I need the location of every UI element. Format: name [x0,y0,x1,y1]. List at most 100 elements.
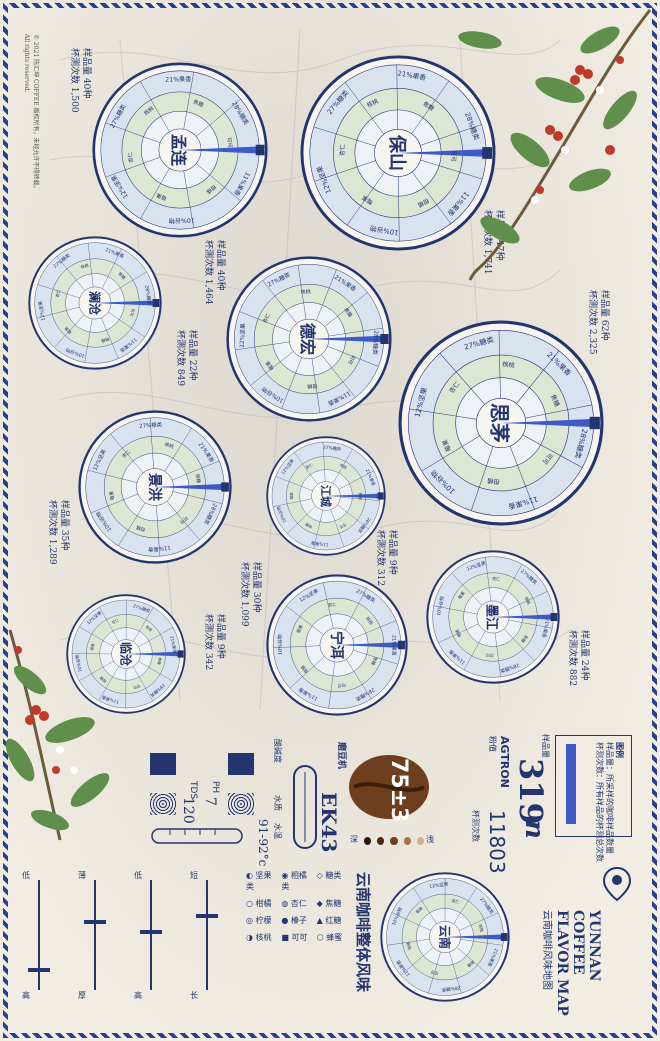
wheel-divider [525,404,592,419]
roast-panel: 75±3 深 浅 [344,742,434,850]
flavor-item: ● 榛子 [281,916,307,925]
brand-title-line: YUNNAN [586,910,602,982]
wheel-divider [118,502,146,546]
roast-scale [364,836,425,846]
wheel-divider [273,498,312,507]
wheel-token-label: 柑橘 [98,675,107,684]
wheel-token-label: 莓果 [415,906,424,915]
wheel-token-label: 莓果 [295,623,305,634]
wheel-token-label: 核桃 [145,624,154,633]
region-name: 江城 [319,485,332,507]
wheel-token-label: 核桃 [164,441,175,451]
wheel-token-label: 焦糖 [192,97,205,109]
sugar-icon: ◇ [316,871,323,880]
wheel-divider [98,666,119,701]
wheel-divider [438,623,479,643]
wheel-divider [332,448,353,484]
brand-block: YUNNAN COFFEE FLAVOR MAP 云南咖啡风味地图 [520,860,640,1020]
sample-count: 样品量 24种 [579,630,589,681]
wheel-divider [287,505,316,534]
wheel-token-label: 核桃 [364,615,375,627]
region-name: 云南 [437,924,452,950]
wheel-divider [449,951,462,994]
wheel-divider [353,649,398,665]
scale-marker [140,930,162,934]
wheel-marker [152,298,160,308]
sample-count: 样品量 9种 [215,614,225,659]
legend-line: 样品量：所采样的咖啡样品数量 [605,742,614,854]
acidity-label: 酸碱度 [273,739,282,763]
wheel-token-label: 核桃 [478,924,485,933]
wheel-divider [409,408,477,420]
wheel-divider [451,573,483,606]
wheel-divider [507,591,548,611]
stat-label-lancang: 样品量 22种 杯测次数 849 [174,330,198,386]
copyright-note: © 2021 陈汇坤 COFFEE 版权所有，未经允许不得转载。 All rig… [23,34,39,192]
wheel-divider [239,311,291,332]
flavor-item: ◉ 相橘类 [281,871,307,891]
wheel-divider [286,605,324,635]
flavor-item: ⬡ 蜂蜜 [316,933,343,942]
cocoa-icon: ■ [281,933,289,942]
wheel-segment-label: 10%谷物 [169,216,195,225]
roast-dot [416,837,425,845]
wheel-divider [79,626,114,647]
wheel-highlight-wedge [493,614,554,620]
roast-dot [364,837,372,845]
ph-value: 7 [202,797,218,806]
wheel-divider [420,159,483,180]
stat-label-menglian: 样品量 40种 杯测次数 1,500 [68,48,92,113]
wheel-divider [485,557,492,602]
almond-icon: ◍ [281,899,289,908]
region-wheel-dehong: 11%果香 柑橘 10%谷物 莓果 12%坚果 杏仁 27%糖类 核桃 21%果香 焦糖 28%糖类… [226,256,392,422]
wheel-divider [396,64,398,130]
test-count: 杯测次数 882 [567,630,577,687]
stat-label-lincang: 样品量 9种 杯测次数 342 [202,614,226,670]
wheel-marker [255,144,265,156]
wheel-token-label: 莓果 [289,492,294,500]
wheel-token-label: 焦糖 [157,657,163,665]
water-panel: PH 7 TDS 120 酸碱度 水质 水温 91-92°c [146,735,286,866]
region-name: 德宏 [298,322,317,356]
sample-count: 样品量 30种 [251,562,261,613]
flavor-item: ■ 可可 [281,933,308,942]
wheel-divider [314,160,376,182]
wheel-divider [183,71,194,130]
wheel-segment-label: 10%谷物 [73,654,83,673]
wheel-divider [54,314,85,348]
test-count: 杯测次数 849 [175,330,185,387]
wheel-divider [346,659,372,699]
wheel-divider [463,631,486,670]
tds-bar [228,753,254,775]
flavor-item: ◐ 坚果类 [246,871,272,891]
wheel-divider [470,446,494,511]
wheel-divider [344,588,367,630]
wheel-divider [340,497,380,501]
wheel-token-label: 可可 [336,681,346,688]
stat-label-jinghong: 样品量 35种 杯测次数 1,289 [46,500,70,565]
legend-box: 图例 样品量：所采样的咖啡样品数量 杯测次数：所有样品的杯测总次数 [555,735,632,862]
brand-title-cn: 云南咖啡风味地图 [541,910,552,990]
sample-count: 样品量 22种 [187,330,197,381]
region-wheel-lincang: 11%果香 柑橘 10%谷物 莓果 12%坚果 杏仁 27%糖类 核桃 21%果香 焦糖 28%糖类… [66,594,186,714]
scale-marker [28,968,50,972]
wheel-divider [330,509,345,547]
wheel-highlight-wedge [398,149,487,157]
wheel-token-label: 柑橘 [135,524,146,534]
wheel-divider [183,170,194,229]
region-name: 景洪 [146,473,162,501]
agtron-label: AGTRON [498,736,511,788]
region-wheel-jiangcheng: 11%果香 柑橘 10%谷物 莓果 12%坚果 杏仁 27%糖类 核桃 21%果香 焦糖 28%糖类… [266,436,386,556]
wheel-token-label: 柑橘 [101,336,110,344]
roast-dot [403,837,411,845]
wheel-token-label: 柑橘 [453,629,462,639]
wheel-divider [138,661,173,682]
wheel-divider [428,951,441,994]
ph-label: PH [210,781,220,794]
wheel-divider [105,157,161,178]
agtron-value: 319 [512,758,550,825]
wheel-divider [149,417,154,469]
water-value: 91-92°c [256,819,270,867]
agtron-sub: 粉值 [488,736,497,752]
